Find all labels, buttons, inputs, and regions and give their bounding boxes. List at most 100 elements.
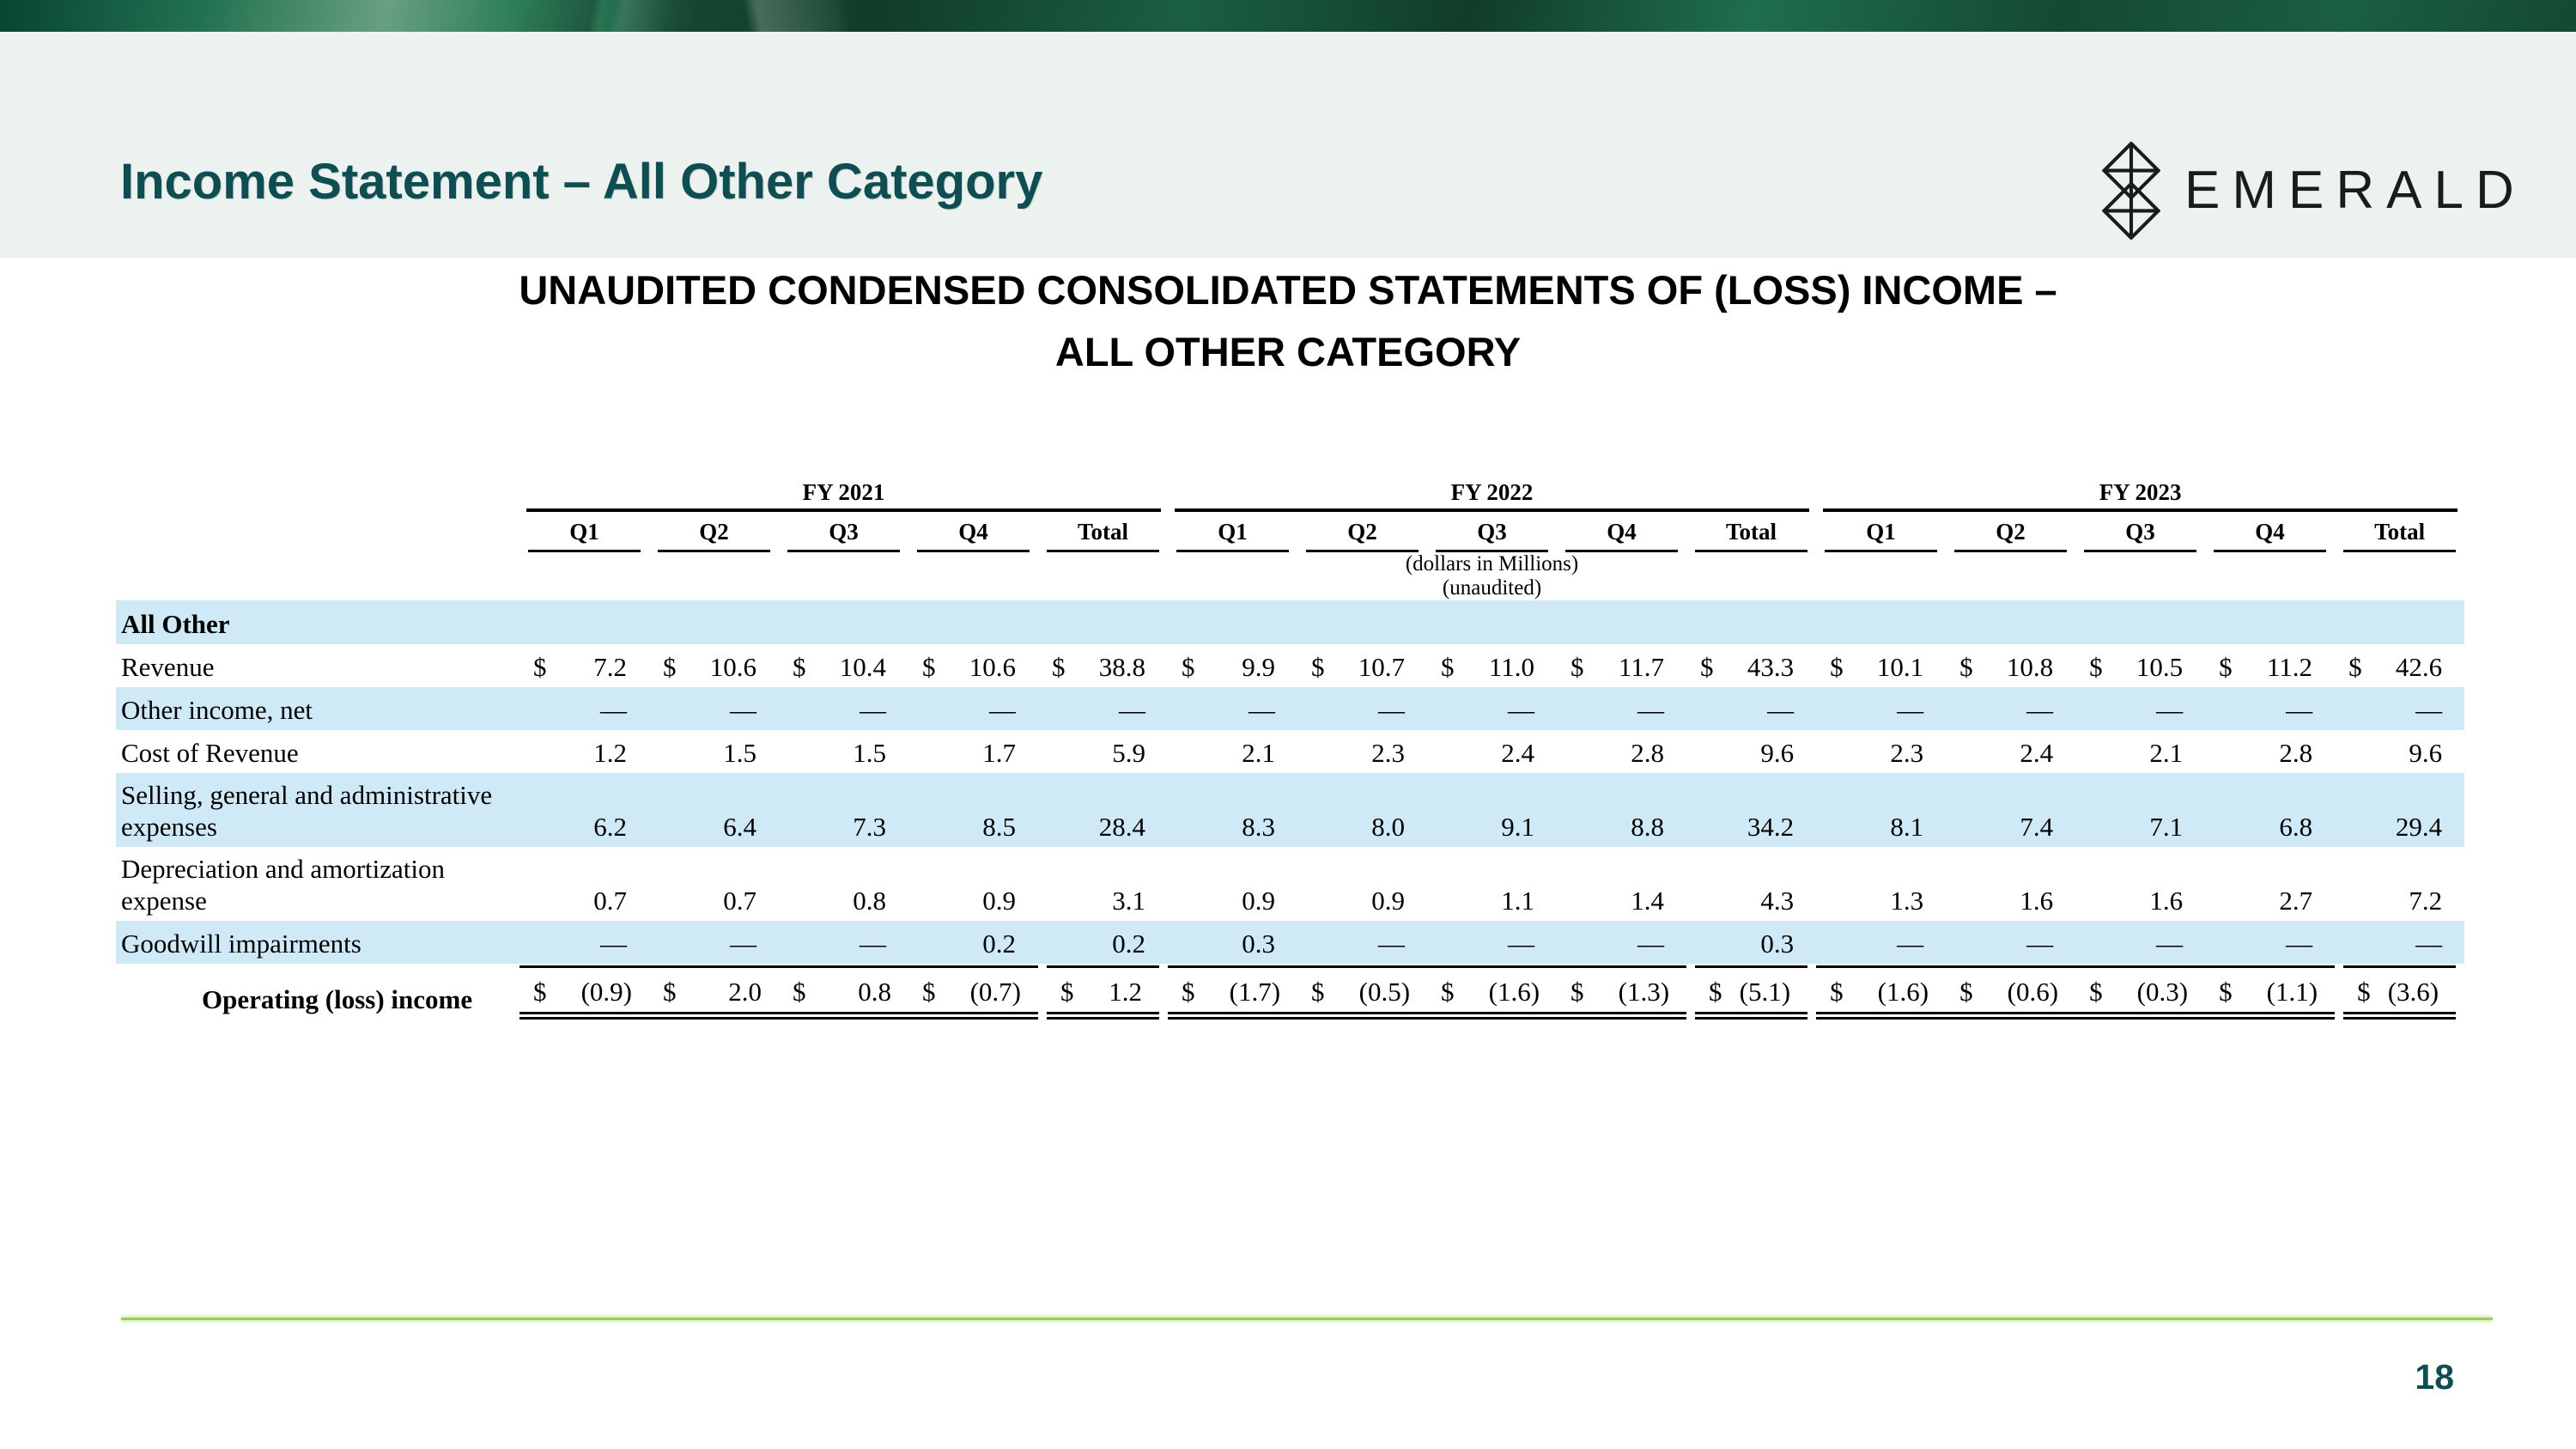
cell-value: 9.6 bbox=[1760, 738, 1795, 768]
row-label: Operating (loss) income bbox=[202, 984, 473, 1014]
value-cell: 2.3 bbox=[1297, 730, 1427, 773]
cell-value: 11.0 bbox=[1488, 652, 1535, 682]
cell-value: (0.3) bbox=[2136, 977, 2189, 1007]
currency-symbol: $ bbox=[2219, 652, 2233, 682]
top-banner bbox=[0, 0, 2576, 32]
cell-value: 7.1 bbox=[2149, 812, 2184, 842]
cell-value: 9.9 bbox=[1242, 652, 1276, 682]
table-row-depreciation-and-amortization-expense: Depreciation and amortization expense 0.7… bbox=[116, 847, 2464, 921]
value-cell: $7.2 bbox=[519, 644, 649, 687]
cell-value: 6.8 bbox=[2279, 812, 2313, 842]
currency-symbol: $ bbox=[1441, 977, 1455, 1007]
value-cell: $ (1.3) bbox=[1557, 964, 1687, 1020]
value-cell: — bbox=[1686, 687, 1817, 730]
value-cell: 9.6 bbox=[2335, 730, 2464, 773]
cell-value: 8.1 bbox=[1890, 812, 1924, 842]
table-row-operating-loss-income: Operating (loss) income $ (0.9) $2.0 $0.8 $ (0… bbox=[116, 964, 2464, 1020]
cell-value: 0.2 bbox=[1112, 928, 1146, 959]
currency-symbol: $ bbox=[1700, 652, 1714, 682]
quarter-header: Q3 bbox=[1427, 512, 1557, 552]
value-cell: — bbox=[1427, 921, 1558, 964]
table-row-other-income-net: Other income, net — — — — — — — — — — — — — — — bbox=[116, 687, 2465, 730]
value-cell: $ (0.6) bbox=[1946, 964, 2076, 1020]
value-cell: $11.2 bbox=[2205, 644, 2335, 687]
currency-symbol: $ bbox=[1311, 977, 1325, 1007]
cell-value: 9.1 bbox=[1501, 812, 1535, 842]
value-cell: $43.3 bbox=[1686, 644, 1816, 687]
value-cell: 9.6 bbox=[1686, 730, 1816, 773]
cell-value: 11.7 bbox=[1618, 652, 1665, 682]
cell-value: — bbox=[600, 695, 627, 725]
cell-value: (5.1) bbox=[1739, 977, 1791, 1007]
value-cell: 0.3 bbox=[1686, 921, 1817, 964]
cell-value: 2.8 bbox=[1631, 738, 1665, 768]
cell-value: 1.5 bbox=[723, 738, 756, 768]
row-label: Revenue bbox=[121, 652, 215, 682]
value-cell: 6.2 bbox=[519, 773, 649, 847]
value-cell: $11.7 bbox=[1557, 644, 1686, 687]
row-label: Depreciation and amortization expense bbox=[121, 854, 446, 916]
fiscal-year-header-1: FY 2021 bbox=[519, 479, 1168, 512]
table-note-row: (dollars in Millions) bbox=[116, 552, 2464, 576]
value-cell: $1.2 bbox=[1038, 964, 1168, 1020]
value-cell: $ (0.9) bbox=[519, 964, 649, 1020]
cell-value: — bbox=[600, 928, 627, 959]
value-cell: $ (0.3) bbox=[2075, 964, 2206, 1020]
cell-value: 8.3 bbox=[1242, 812, 1276, 842]
value-cell: — bbox=[2205, 687, 2336, 730]
cell-value: (1.6) bbox=[1877, 977, 1929, 1007]
cell-value: 2.3 bbox=[1371, 738, 1406, 768]
quarter-header: Q1 bbox=[1816, 512, 1946, 552]
value-cell: 1.3 bbox=[1816, 847, 1946, 921]
cell-value: 8.0 bbox=[1371, 812, 1406, 842]
cell-value: 2.4 bbox=[1501, 738, 1535, 768]
quarter-header: Q2 bbox=[1946, 512, 2075, 552]
cell-value: — bbox=[2415, 695, 2443, 725]
quarter-header: Total bbox=[1686, 512, 1816, 552]
logo-wordmark: EMERALD bbox=[2184, 161, 2526, 220]
value-cell: 0.9 bbox=[1168, 847, 1297, 921]
value-cell: 2.4 bbox=[1946, 730, 2075, 773]
currency-symbol: $ bbox=[922, 652, 936, 682]
cell-value: 2.0 bbox=[728, 977, 762, 1007]
currency-symbol: $ bbox=[1441, 652, 1455, 682]
value-cell: 7.3 bbox=[779, 773, 908, 847]
cell-value: — bbox=[1119, 695, 1146, 725]
fiscal-year-header-2: FY 2022 bbox=[1168, 479, 1816, 512]
value-cell: — bbox=[2335, 921, 2465, 964]
value-cell: 6.8 bbox=[2205, 773, 2336, 847]
cell-value: 0.9 bbox=[982, 886, 1016, 916]
cell-value: 0.9 bbox=[1242, 886, 1276, 916]
currency-symbol: $ bbox=[793, 652, 806, 682]
fiscal-year-header-3: FY 2023 bbox=[1816, 479, 2464, 512]
value-cell: $0.8 bbox=[779, 964, 908, 1020]
cell-value: 2.1 bbox=[1242, 738, 1276, 768]
quarter-header: Q3 bbox=[779, 512, 908, 552]
value-cell: 1.6 bbox=[2075, 847, 2205, 921]
value-cell: 2.1 bbox=[1168, 730, 1297, 773]
cell-value: 2.7 bbox=[2279, 886, 2313, 916]
currency-symbol: $ bbox=[1182, 977, 1195, 1007]
cell-value: 1.5 bbox=[853, 738, 886, 768]
value-cell: 9.1 bbox=[1427, 773, 1558, 847]
section-row: All Other bbox=[116, 600, 2465, 644]
cell-value: 42.6 bbox=[2395, 652, 2443, 682]
cell-value: — bbox=[860, 695, 886, 725]
cell-value: — bbox=[2156, 928, 2184, 959]
cell-value: 11.2 bbox=[2266, 652, 2313, 682]
emerald-diamond-icon bbox=[2102, 142, 2160, 240]
cell-value: — bbox=[1637, 695, 1665, 725]
cell-value: 29.4 bbox=[2395, 812, 2443, 842]
cell-value: 5.9 bbox=[1112, 738, 1146, 768]
cell-value: — bbox=[2415, 928, 2443, 959]
value-cell: $ (5.1) bbox=[1686, 964, 1816, 1020]
currency-symbol: $ bbox=[533, 977, 547, 1007]
table-note-row: (unaudited) bbox=[116, 576, 2464, 600]
value-cell: 0.2 bbox=[908, 921, 1038, 964]
currency-symbol: $ bbox=[533, 652, 547, 682]
value-cell: — bbox=[779, 687, 908, 730]
value-cell: $11.0 bbox=[1427, 644, 1557, 687]
cell-value: — bbox=[1508, 928, 1535, 959]
value-cell: 8.3 bbox=[1168, 773, 1298, 847]
value-cell: 1.7 bbox=[908, 730, 1038, 773]
